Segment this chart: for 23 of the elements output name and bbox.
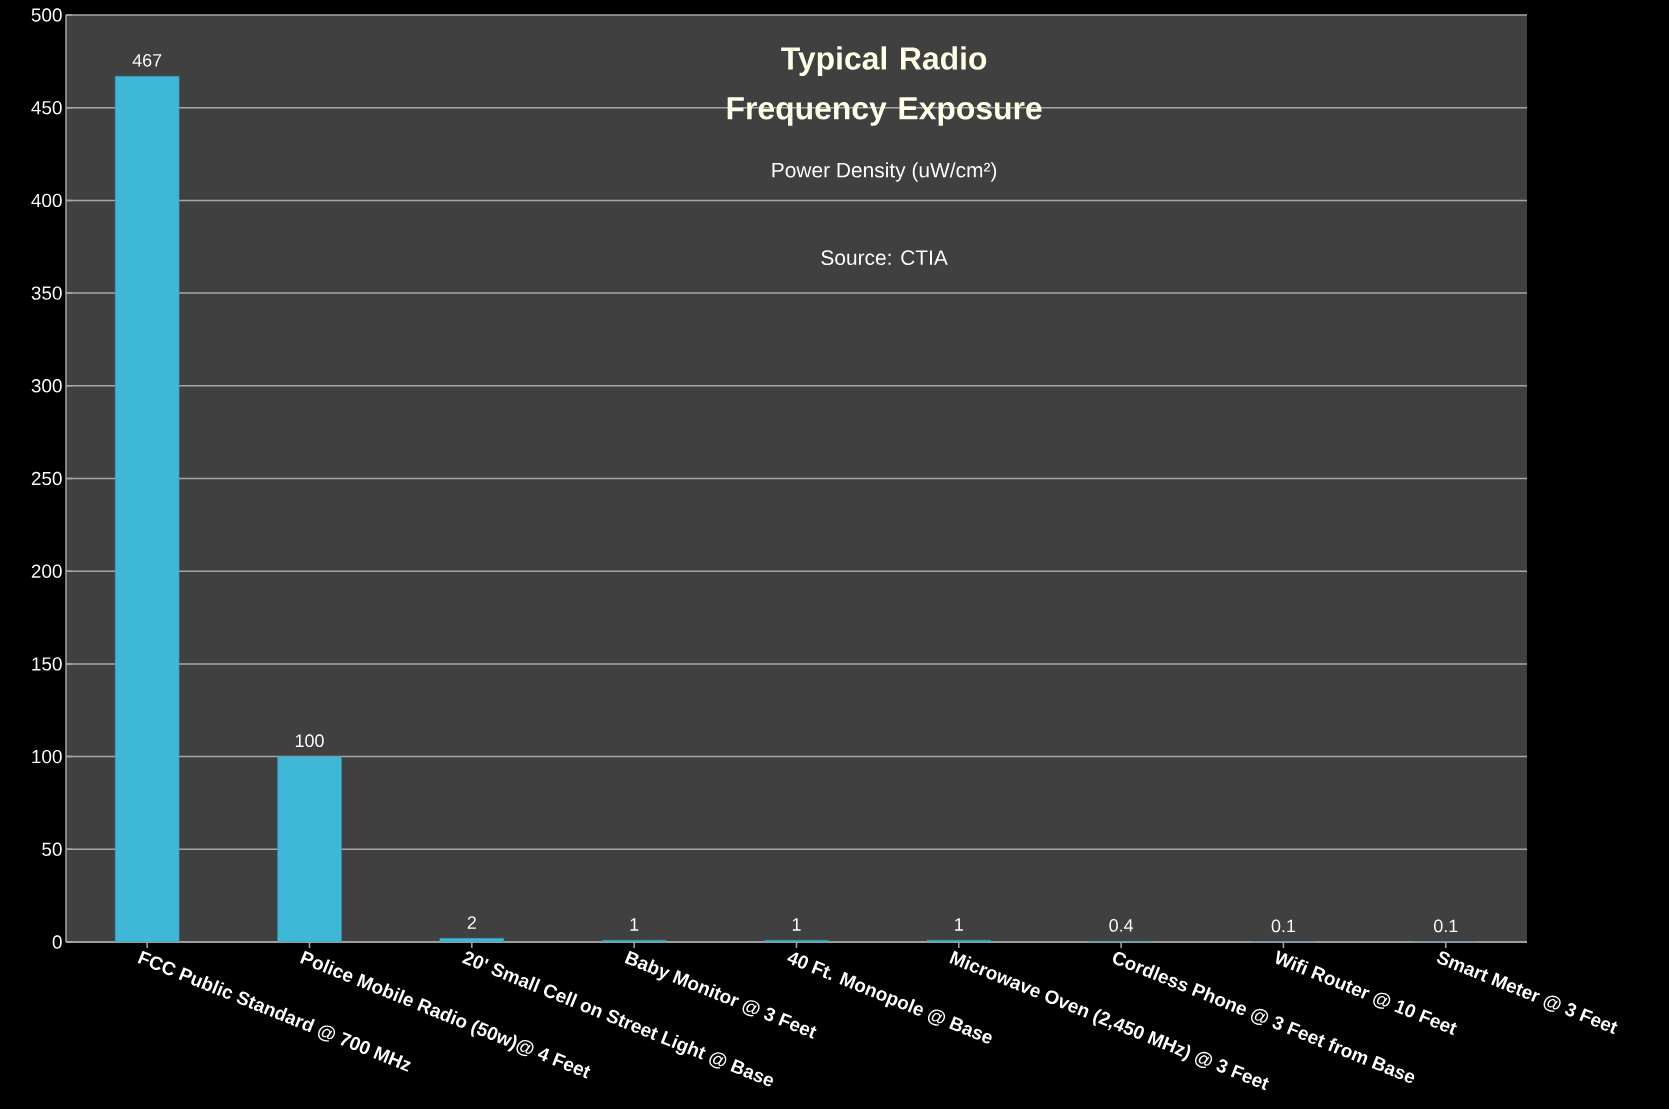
data-label: 467 bbox=[132, 53, 162, 67]
y-tick-label: 200 bbox=[31, 564, 62, 578]
y-tick-label: 350 bbox=[31, 286, 62, 300]
y-tick-label: 450 bbox=[31, 100, 62, 115]
data-label: 1 bbox=[955, 918, 963, 931]
data-label: 100 bbox=[295, 734, 324, 748]
y-tick-label: 300 bbox=[31, 379, 62, 393]
data-label: 0.1 bbox=[1271, 919, 1296, 933]
data-label: 0.4 bbox=[1109, 919, 1134, 932]
data-label: 1 bbox=[630, 918, 639, 931]
text: Power Density (uW/cm²) bbox=[772, 162, 997, 182]
text: Typical Radio Frequency Exposure bbox=[727, 46, 1042, 126]
y-tick-label: 50 bbox=[42, 842, 62, 856]
data-label: 0.1 bbox=[1434, 919, 1458, 933]
y-tick-label: 150 bbox=[32, 657, 62, 671]
y-tick-label: 400 bbox=[31, 193, 62, 208]
data-label: 2 bbox=[467, 916, 476, 929]
y-tick-label: 250 bbox=[31, 471, 62, 486]
data-label: 1 bbox=[792, 918, 801, 931]
annotation: Source: CTIA bbox=[821, 250, 948, 266]
y-tick-label: 500 bbox=[31, 8, 62, 22]
y-tick-label: 100 bbox=[32, 749, 62, 764]
y-tick-label: 0 bbox=[52, 935, 62, 949]
